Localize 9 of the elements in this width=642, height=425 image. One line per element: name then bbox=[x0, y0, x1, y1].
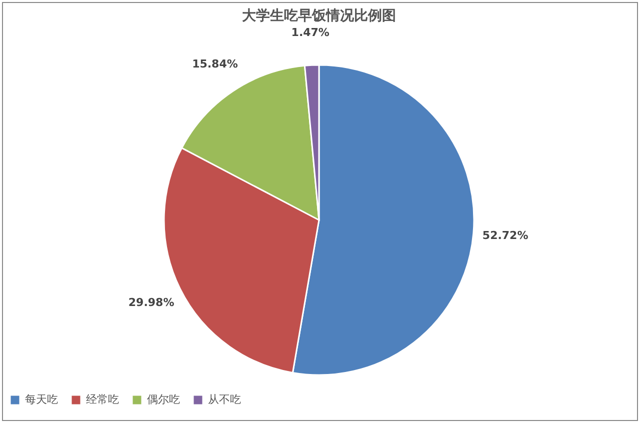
data-label: 52.72% bbox=[482, 228, 528, 242]
data-label: 15.84% bbox=[192, 58, 238, 71]
legend-label: 每天吃 bbox=[25, 393, 58, 406]
legend-label: 从不吃 bbox=[208, 393, 241, 406]
data-label: 1.47% bbox=[291, 26, 330, 40]
data-label: 29.98% bbox=[128, 296, 174, 309]
legend-label: 经常吃 bbox=[86, 393, 119, 406]
chart-title: 大学生吃早饭情况比例图 bbox=[242, 8, 396, 24]
legend-label: 偶尔吃 bbox=[147, 393, 180, 406]
